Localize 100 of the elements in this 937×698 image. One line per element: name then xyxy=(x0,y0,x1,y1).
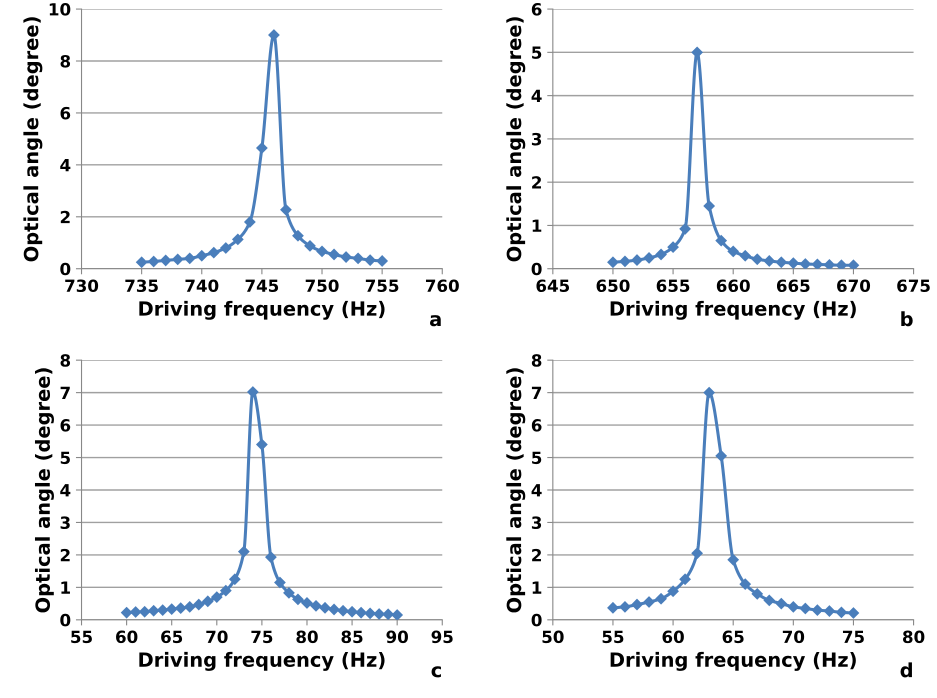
point xyxy=(256,438,268,450)
text: d xyxy=(900,662,912,678)
x-tick-label: 75 xyxy=(842,630,864,644)
point xyxy=(340,251,352,263)
y-tick-label: 0 xyxy=(532,614,542,626)
x-axis-title: Driving frequency (Hz) xyxy=(139,652,385,671)
y-axis-title: Optical angle (degree) xyxy=(23,17,42,262)
y-tick-label: 6 xyxy=(60,106,70,120)
y-tick-label: 2 xyxy=(532,176,541,189)
point xyxy=(655,593,667,604)
y-tick-label: 7 xyxy=(60,386,70,399)
point xyxy=(728,246,739,258)
point xyxy=(824,259,836,269)
point xyxy=(220,585,232,596)
point xyxy=(292,594,304,605)
point xyxy=(184,252,196,264)
point xyxy=(220,242,232,254)
point xyxy=(728,554,739,566)
point xyxy=(364,254,376,266)
point xyxy=(788,258,799,269)
point xyxy=(788,601,799,612)
point xyxy=(310,600,322,612)
y-tick-label: 3 xyxy=(60,516,70,530)
point xyxy=(716,450,727,462)
point xyxy=(704,200,715,212)
y-tick-label: 3 xyxy=(532,516,542,530)
y-tick-label: 6 xyxy=(532,3,542,16)
point xyxy=(764,594,775,606)
x-tick-label: 65 xyxy=(161,630,182,644)
point xyxy=(160,254,172,266)
point xyxy=(352,252,364,264)
x-tick-label: 760 xyxy=(426,279,459,292)
x-axis-title: Driving frequency (Hz) xyxy=(610,300,856,320)
text: a xyxy=(430,315,441,326)
y-tick-label: 10 xyxy=(50,3,70,16)
point xyxy=(631,598,643,610)
point xyxy=(337,605,349,616)
x-tick-label: 60 xyxy=(662,630,684,644)
point xyxy=(121,607,132,618)
point xyxy=(274,576,286,588)
point xyxy=(607,602,619,614)
point xyxy=(211,592,222,603)
point xyxy=(139,606,150,618)
x-tick-label: 55 xyxy=(602,630,624,644)
point xyxy=(130,606,142,618)
x-tick-label: 740 xyxy=(185,279,218,292)
point xyxy=(184,601,196,612)
x-tick-label: 645 xyxy=(536,279,570,292)
text: b xyxy=(901,311,913,326)
y-tick-label: 2 xyxy=(532,548,541,562)
point xyxy=(148,605,160,616)
point xyxy=(256,142,268,154)
y-tick-label: 8 xyxy=(532,354,542,367)
point xyxy=(316,246,328,257)
point xyxy=(704,387,715,398)
point xyxy=(319,602,331,614)
point xyxy=(157,604,168,616)
point xyxy=(824,605,836,617)
point xyxy=(619,601,631,612)
x-tick-label: 670 xyxy=(837,279,870,292)
point xyxy=(292,230,304,242)
point xyxy=(193,598,204,610)
point xyxy=(667,586,679,597)
y-tick-label: 8 xyxy=(60,354,70,367)
point xyxy=(374,608,385,620)
point xyxy=(848,607,860,619)
point xyxy=(301,597,313,609)
x-tick-label: 745 xyxy=(246,280,278,292)
point xyxy=(631,254,643,266)
y-axis-title: Optical angle (degree) xyxy=(506,17,526,262)
point xyxy=(304,240,316,252)
point xyxy=(752,588,763,600)
x-tick-label: 70 xyxy=(206,630,228,644)
y-tick-label: 8 xyxy=(60,54,70,68)
point xyxy=(175,602,186,614)
x-tick-label: 730 xyxy=(65,279,98,292)
x-tick-label: 85 xyxy=(342,630,363,644)
point xyxy=(667,241,679,253)
point xyxy=(607,256,619,268)
point xyxy=(692,548,703,559)
point xyxy=(376,255,388,267)
point xyxy=(355,607,367,618)
y-tick-label: 0 xyxy=(60,614,70,626)
point xyxy=(328,604,340,616)
y-tick-label: 7 xyxy=(532,386,542,399)
point xyxy=(764,255,775,267)
point xyxy=(196,250,208,262)
y-tick-label: 4 xyxy=(60,159,70,172)
y-tick-label: 0 xyxy=(60,262,70,276)
x-tick-label: 665 xyxy=(776,279,810,292)
y-tick-label: 6 xyxy=(532,419,542,432)
point xyxy=(268,29,280,41)
x-tick-label: 735 xyxy=(125,279,158,292)
x-tick-label: 755 xyxy=(366,280,398,292)
point xyxy=(148,256,160,268)
x-tick-label: 60 xyxy=(116,630,138,644)
x-tick-label: 55 xyxy=(71,630,92,644)
x-tick-label: 65 xyxy=(722,630,744,644)
x-tick-label: 75 xyxy=(251,630,272,644)
point xyxy=(776,256,787,268)
